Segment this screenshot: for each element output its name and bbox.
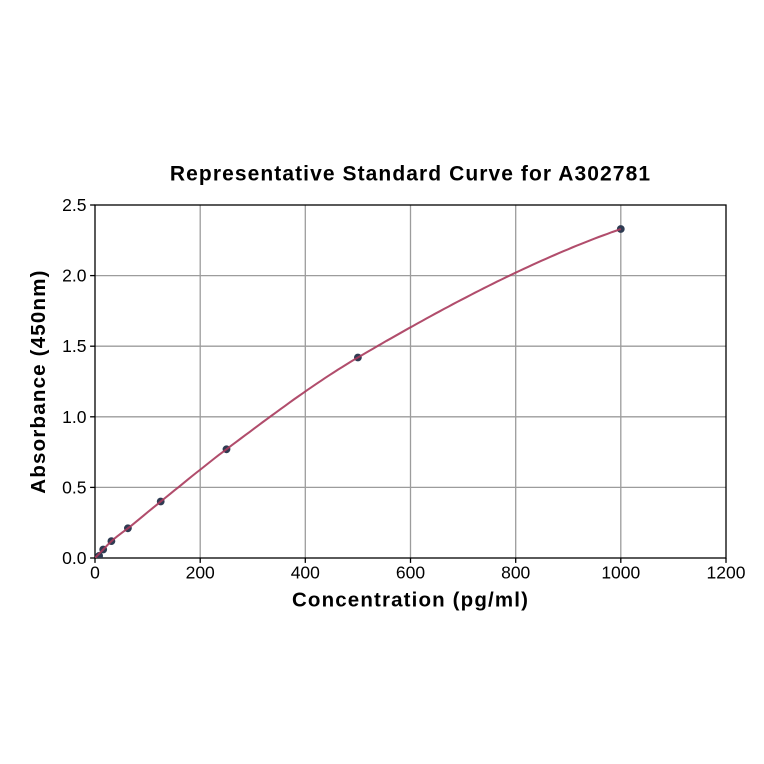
svg-text:1000: 1000 bbox=[601, 563, 640, 583]
svg-text:Representative Standard Curve: Representative Standard Curve for A30278… bbox=[170, 163, 651, 186]
svg-text:400: 400 bbox=[291, 563, 320, 583]
svg-text:800: 800 bbox=[501, 563, 530, 583]
svg-text:Absorbance (450nm): Absorbance (450nm) bbox=[27, 269, 50, 493]
svg-text:Concentration (pg/ml): Concentration (pg/ml) bbox=[292, 589, 529, 612]
svg-text:2.5: 2.5 bbox=[62, 195, 86, 215]
svg-text:2.0: 2.0 bbox=[62, 266, 87, 286]
svg-text:0: 0 bbox=[90, 563, 100, 583]
svg-text:0.0: 0.0 bbox=[62, 548, 87, 568]
svg-text:0.5: 0.5 bbox=[62, 477, 86, 497]
svg-text:1.0: 1.0 bbox=[62, 407, 87, 427]
svg-text:1.5: 1.5 bbox=[62, 336, 86, 356]
svg-text:600: 600 bbox=[396, 563, 425, 583]
svg-text:200: 200 bbox=[186, 563, 215, 583]
svg-text:1200: 1200 bbox=[707, 563, 746, 583]
